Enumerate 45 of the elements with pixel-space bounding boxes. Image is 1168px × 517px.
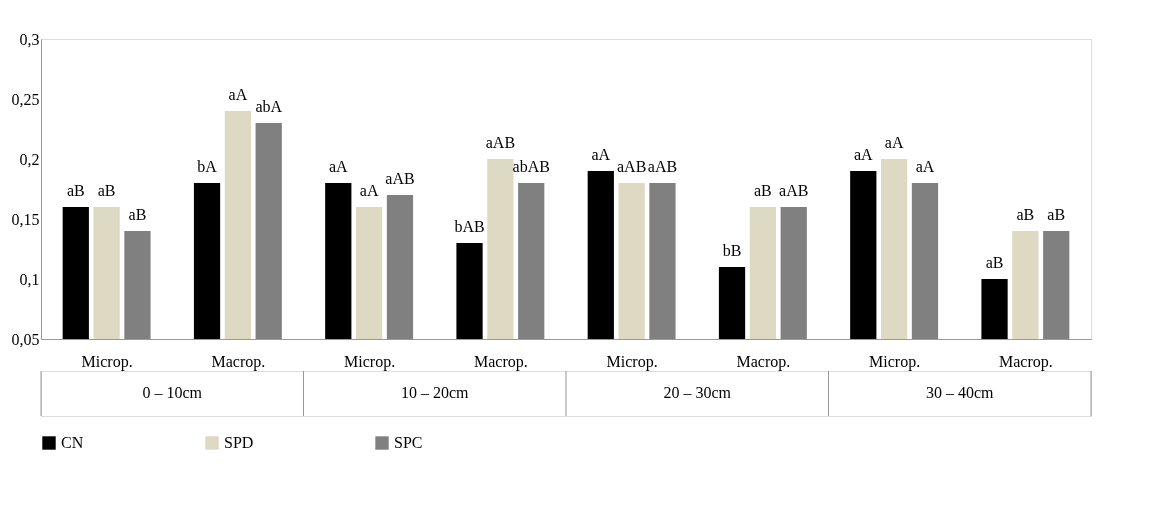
- x-tick-label: Macrop.: [998, 352, 1053, 371]
- legend-label: CN: [61, 434, 84, 451]
- data-label: aA: [915, 158, 935, 175]
- data-label: bB: [722, 242, 742, 259]
- x-tick-label: Macrop.: [473, 352, 528, 371]
- data-label: aAB: [485, 134, 516, 151]
- data-label: aB: [97, 182, 116, 199]
- data-label: aAB: [647, 158, 678, 175]
- data-label: aB: [1016, 206, 1035, 223]
- data-label: aAB: [616, 158, 647, 175]
- x-tick-label: Microp.: [606, 352, 658, 371]
- data-label: aAB: [385, 170, 415, 187]
- x-tick-label: Microp.: [81, 352, 133, 371]
- data-label: aB: [985, 254, 1004, 271]
- data-label: aB: [753, 182, 772, 199]
- y-tick-label: 0,15: [11, 210, 40, 228]
- y-tick-label: 0,05: [11, 330, 40, 348]
- data-label: bA: [197, 158, 218, 175]
- data-label: aA: [328, 158, 349, 175]
- data-label: abA: [255, 98, 283, 115]
- data-label: abAB: [512, 158, 550, 175]
- data-label: aB: [128, 206, 147, 223]
- text: 0 – 10cm: [142, 384, 203, 401]
- text: 20 – 30cm: [663, 384, 732, 401]
- y-tick-label: 0,25: [11, 90, 40, 108]
- x-tick-label: Macrop.: [736, 352, 791, 371]
- data-label: aB: [1047, 206, 1066, 223]
- data-label: aAB: [779, 182, 809, 199]
- text: 30 – 40cm: [925, 384, 995, 401]
- data-label: aA: [228, 86, 248, 103]
- x-tick-label: Macrop.: [211, 352, 266, 371]
- x-tick-label: Microp.: [344, 352, 396, 371]
- text: 10 – 20cm: [400, 384, 470, 401]
- data-label: aB: [66, 182, 85, 199]
- y-tick-label: 0,1: [19, 270, 40, 288]
- legend-label: SPD: [224, 434, 254, 451]
- y-tick-label: 0,3: [19, 30, 40, 48]
- y-tick-label: 0,2: [19, 150, 40, 168]
- data-label: aA: [591, 146, 611, 163]
- data-label: aA: [884, 134, 904, 151]
- legend-label: SPC: [394, 434, 423, 451]
- data-label: bAB: [454, 218, 485, 235]
- data-label: aA: [853, 146, 874, 163]
- x-tick-label: Microp.: [869, 352, 921, 371]
- data-label: aA: [359, 182, 379, 199]
